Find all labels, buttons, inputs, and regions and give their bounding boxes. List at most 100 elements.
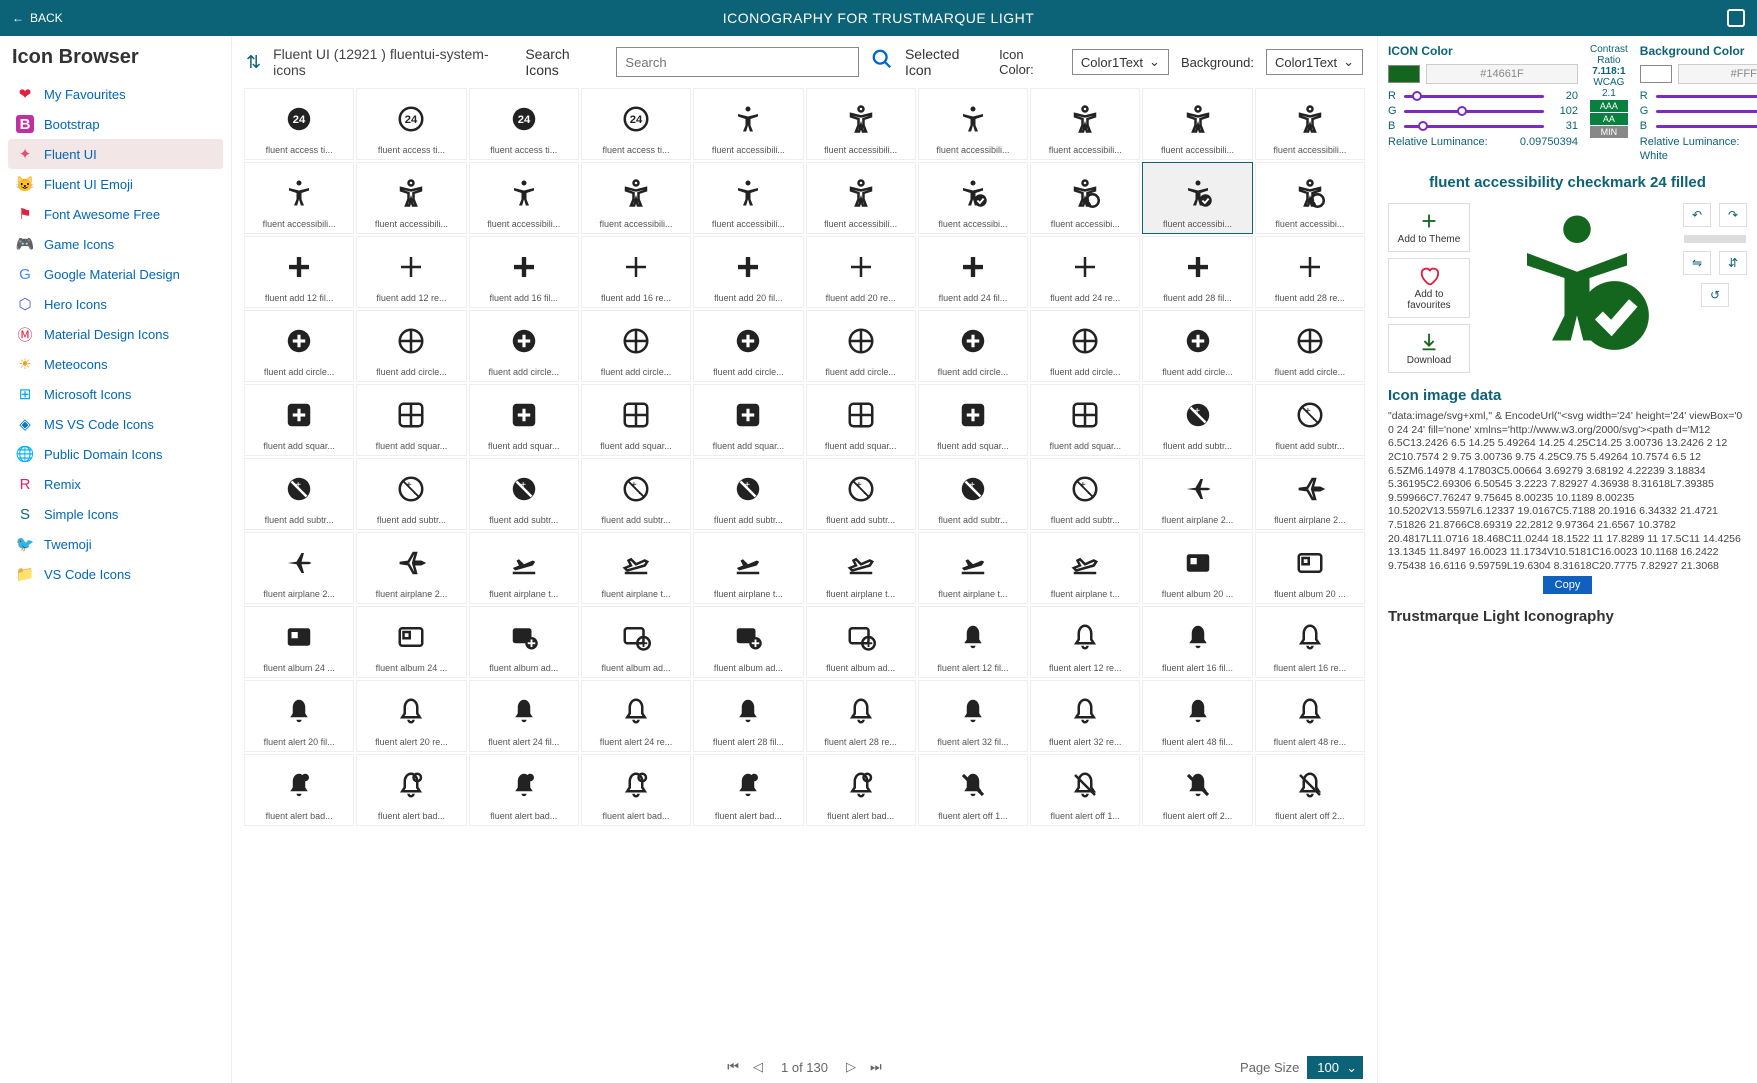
icon-g-slider[interactable]	[1404, 110, 1544, 113]
icon-cell[interactable]: fluent alert bad...	[244, 754, 354, 826]
icon-cell[interactable]: fluent add circle...	[1030, 310, 1140, 382]
icon-cell[interactable]: fluent add 20 fil...	[693, 236, 803, 308]
icon-cell[interactable]: fluent accessibili...	[693, 88, 803, 160]
icon-cell[interactable]: fluent airplane 2...	[356, 532, 466, 604]
icon-cell[interactable]: fluent add 28 re...	[1255, 236, 1365, 308]
sidebar-item[interactable]: ☀Meteocons	[8, 349, 223, 379]
icon-cell[interactable]: fluent alert 12 re...	[1030, 606, 1140, 678]
icon-cell[interactable]: fluent alert off 2...	[1142, 754, 1252, 826]
icon-cell[interactable]: fluent accessibili...	[356, 162, 466, 234]
icon-cell[interactable]: fluent add squar...	[356, 384, 466, 456]
rotate-right-button[interactable]: ↷	[1719, 203, 1747, 227]
icon-cell[interactable]: fluent accessibili...	[1255, 88, 1365, 160]
icon-cell[interactable]: fluent airplane 2...	[1142, 458, 1252, 530]
app-icon[interactable]	[1727, 9, 1745, 27]
icon-cell[interactable]: fluent album 24 ...	[356, 606, 466, 678]
search-input[interactable]	[616, 47, 859, 77]
icon-cell[interactable]: fluent airplane 2...	[244, 532, 354, 604]
icon-cell[interactable]: fluent add squar...	[918, 384, 1028, 456]
icon-cell[interactable]: fluent add 16 re...	[581, 236, 691, 308]
icon-cell[interactable]: fluent alert bad...	[581, 754, 691, 826]
background-dropdown[interactable]: Color1Text ⌄	[1266, 49, 1363, 75]
page-next-icon[interactable]: ▷	[846, 1059, 856, 1075]
icon-cell[interactable]: fluent add 12 fil...	[244, 236, 354, 308]
icon-cell[interactable]: fluent airplane t...	[581, 532, 691, 604]
icon-cell[interactable]: fluent alert 24 re...	[581, 680, 691, 752]
bg-hex-input[interactable]	[1678, 64, 1757, 84]
icon-cell[interactable]: +-fluent add subtr...	[1255, 384, 1365, 456]
sidebar-item[interactable]: ◈MS VS Code Icons	[8, 409, 223, 439]
icon-cell[interactable]: fluent add squar...	[806, 384, 916, 456]
icon-cell[interactable]: fluent add circle...	[1142, 310, 1252, 382]
icon-cell[interactable]: fluent accessibi...	[1030, 162, 1140, 234]
add-to-favourites-button[interactable]: Add to favourites	[1388, 258, 1470, 318]
icon-cell[interactable]: fluent album 24 ...	[244, 606, 354, 678]
flip-h-button[interactable]: ⇋	[1683, 251, 1711, 275]
bg-b-slider[interactable]	[1656, 125, 1757, 128]
sidebar-item[interactable]: ⬡Hero Icons	[8, 289, 223, 319]
icon-cell[interactable]: fluent add squar...	[581, 384, 691, 456]
icon-cell[interactable]: +-fluent add subtr...	[693, 458, 803, 530]
icon-cell[interactable]: fluent accessibili...	[469, 162, 579, 234]
sidebar-item[interactable]: BBootstrap	[8, 109, 223, 139]
icon-cell[interactable]: fluent alert 16 re...	[1255, 606, 1365, 678]
icon-cell[interactable]: fluent add 24 fil...	[918, 236, 1028, 308]
icon-cell[interactable]: fluent add squar...	[1030, 384, 1140, 456]
icon-cell[interactable]: fluent airplane t...	[693, 532, 803, 604]
reset-button[interactable]: ↺	[1701, 283, 1729, 307]
icon-cell[interactable]: +-fluent add subtr...	[244, 458, 354, 530]
icon-cell[interactable]: +-fluent add subtr...	[581, 458, 691, 530]
flip-v-button[interactable]: ⇵	[1719, 251, 1747, 275]
icon-cell[interactable]: fluent add circle...	[918, 310, 1028, 382]
sidebar-item[interactable]: GGoogle Material Design	[8, 259, 223, 289]
icon-cell[interactable]: fluent add squar...	[244, 384, 354, 456]
icon-cell[interactable]: 24fluent access ti...	[581, 88, 691, 160]
icon-cell[interactable]: 24fluent access ti...	[469, 88, 579, 160]
icon-cell[interactable]: fluent alert 32 re...	[1030, 680, 1140, 752]
icon-cell[interactable]: fluent airplane t...	[806, 532, 916, 604]
sidebar-item[interactable]: ✦Fluent UI	[8, 139, 223, 169]
icon-cell[interactable]: fluent add circle...	[356, 310, 466, 382]
add-to-theme-button[interactable]: Add to Theme	[1388, 203, 1470, 252]
icon-cell[interactable]: fluent alert bad...	[806, 754, 916, 826]
download-button[interactable]: Download	[1388, 324, 1470, 373]
icon-cell[interactable]: fluent accessibili...	[806, 88, 916, 160]
icon-cell[interactable]: fluent alert off 1...	[1030, 754, 1140, 826]
icon-color-dropdown[interactable]: Color1Text ⌄	[1072, 49, 1169, 75]
icon-cell[interactable]: fluent airplane 2...	[1255, 458, 1365, 530]
icon-cell[interactable]: fluent accessibili...	[806, 162, 916, 234]
icon-cell[interactable]: 24fluent access ti...	[244, 88, 354, 160]
icon-cell[interactable]: fluent add circle...	[244, 310, 354, 382]
icon-cell[interactable]: fluent accessibili...	[1142, 88, 1252, 160]
bg-r-slider[interactable]	[1656, 95, 1757, 98]
icon-cell[interactable]: fluent alert 24 fil...	[469, 680, 579, 752]
icon-cell[interactable]: fluent add 16 fil...	[469, 236, 579, 308]
icon-cell[interactable]: fluent alert bad...	[469, 754, 579, 826]
icon-cell[interactable]: fluent accessibi...	[1255, 162, 1365, 234]
icon-cell[interactable]: fluent accessibi...	[1142, 162, 1252, 234]
sidebar-item[interactable]: ⚑Font Awesome Free	[8, 199, 223, 229]
icon-r-slider[interactable]	[1404, 95, 1544, 98]
icon-cell[interactable]: fluent alert 16 fil...	[1142, 606, 1252, 678]
icon-cell[interactable]: fluent accessibili...	[918, 88, 1028, 160]
copy-button[interactable]: Copy	[1543, 576, 1593, 594]
sidebar-item[interactable]: ❤My Favourites	[8, 79, 223, 109]
icon-cell[interactable]: fluent accessibili...	[693, 162, 803, 234]
icon-cell[interactable]: fluent album ad...	[469, 606, 579, 678]
icon-cell[interactable]: fluent airplane t...	[469, 532, 579, 604]
icon-cell[interactable]: fluent alert 32 fil...	[918, 680, 1028, 752]
icon-cell[interactable]: fluent add squar...	[469, 384, 579, 456]
icon-cell[interactable]: fluent add circle...	[1255, 310, 1365, 382]
page-size-select[interactable]: 100 ⌄	[1307, 1056, 1363, 1079]
back-button[interactable]: ← BACK	[12, 11, 63, 25]
icon-cell[interactable]: fluent airplane t...	[918, 532, 1028, 604]
icon-cell[interactable]: fluent add circle...	[581, 310, 691, 382]
icon-cell[interactable]: fluent alert bad...	[693, 754, 803, 826]
icon-cell[interactable]: +-fluent add subtr...	[356, 458, 466, 530]
icon-cell[interactable]: fluent alert 20 fil...	[244, 680, 354, 752]
icon-cell[interactable]: fluent add 28 fil...	[1142, 236, 1252, 308]
rotate-left-button[interactable]: ↶	[1683, 203, 1711, 227]
icon-cell[interactable]: fluent accessibi...	[918, 162, 1028, 234]
bg-g-slider[interactable]	[1656, 110, 1757, 113]
icon-cell[interactable]: fluent add circle...	[693, 310, 803, 382]
